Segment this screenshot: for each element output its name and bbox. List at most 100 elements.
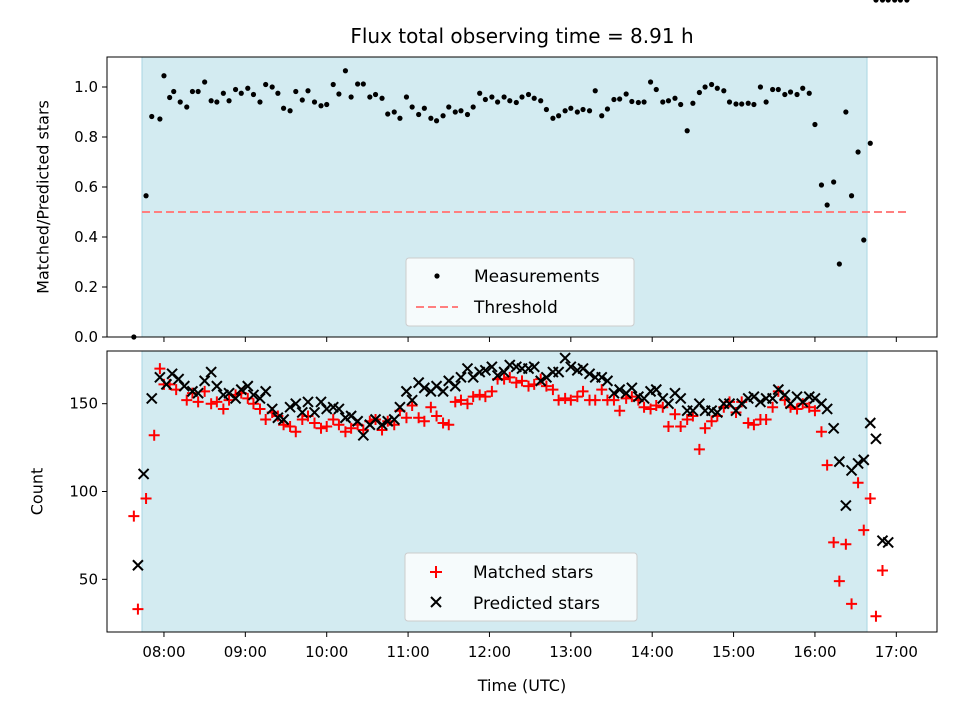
- predicted-star-point: [400, 385, 413, 398]
- measurement-point: [416, 111, 422, 118]
- predicted-star-point: [266, 403, 278, 415]
- measurement-point: [184, 104, 190, 110]
- legend-label-threshold: Threshold: [473, 298, 558, 318]
- matched-star-point: [846, 598, 858, 610]
- matched-star-point: [516, 375, 528, 387]
- matched-star-point: [449, 396, 461, 408]
- matched-star-point: [376, 424, 388, 436]
- predicted-star-point: [840, 499, 852, 512]
- measurement-point: [818, 182, 825, 188]
- matched-star-point: [504, 371, 516, 383]
- matched-star-point: [699, 422, 711, 434]
- measurement-point: [635, 99, 641, 106]
- measurement-point: [342, 68, 349, 74]
- y-tick-label: 1.0: [74, 78, 98, 96]
- measurement-point: [672, 95, 678, 101]
- measurement-point: [641, 99, 647, 105]
- measurement-point: [161, 73, 167, 79]
- measurement-point: [433, 118, 440, 124]
- x-tick-label: 13:00: [549, 643, 592, 661]
- x-tick-label: 16:00: [793, 643, 836, 661]
- predicted-star-point: [858, 454, 870, 466]
- measurement-point: [477, 90, 483, 96]
- matched-star-point: [181, 394, 193, 406]
- predicted-star-point: [559, 352, 571, 364]
- matched-star-point: [284, 421, 296, 433]
- matched-star-point: [650, 399, 662, 411]
- x-tick-label: 09:00: [224, 643, 267, 661]
- measurement-point: [513, 99, 519, 106]
- measurement-point: [403, 94, 410, 100]
- ratio-x-ticks: [163, 337, 897, 342]
- measurement-point: [464, 111, 471, 118]
- matched-star-point: [821, 459, 833, 471]
- measurement-point: [428, 115, 434, 121]
- matched-star-point: [779, 394, 791, 406]
- measurement-point: [745, 100, 751, 106]
- matched-star-point: [876, 565, 888, 577]
- legend-label-matched: Matched stars: [473, 563, 593, 583]
- predicted-star-point: [406, 394, 418, 406]
- matched-star-point: [553, 394, 565, 406]
- x-tick-label: 08:00: [142, 643, 185, 661]
- measurement-point: [305, 88, 311, 94]
- measurement-point: [733, 101, 739, 107]
- matched-star-point: [547, 384, 559, 396]
- y-tick-label: 0.6: [74, 178, 98, 196]
- predicted-star-point: [491, 369, 504, 382]
- measurement-point: [806, 90, 812, 96]
- matched-star-point: [791, 403, 803, 415]
- matched-star-point: [620, 392, 632, 404]
- predicted-star-point: [146, 392, 158, 405]
- measurement-point: [269, 84, 275, 90]
- measurement-point: [238, 90, 244, 96]
- measurement-point: [440, 113, 446, 119]
- matched-star-point: [858, 524, 870, 536]
- legend-marker-matched: [430, 566, 442, 578]
- measurement-point: [470, 104, 476, 110]
- measurement-point: [855, 149, 861, 155]
- y-tick-label: 0.2: [74, 278, 98, 296]
- predicted-star-point: [864, 417, 876, 429]
- matched-star-point: [803, 401, 815, 413]
- matched-star-point: [840, 538, 852, 550]
- predicted-star-point: [259, 385, 272, 398]
- measurement-point: [324, 101, 330, 108]
- matched-star-point: [645, 403, 657, 415]
- matched-stars-points: [128, 363, 888, 622]
- measurement-point: [708, 81, 715, 88]
- matched-star-point: [315, 422, 327, 434]
- predicted-star-point: [284, 401, 296, 413]
- measurement-point: [250, 91, 257, 98]
- predicted-star-point: [583, 368, 596, 380]
- predicted-star-point: [235, 383, 247, 396]
- predicted-star-point: [882, 536, 894, 549]
- predicted-star-point: [277, 413, 290, 426]
- predicted-star-point: [608, 387, 620, 399]
- matched-star-point: [638, 401, 650, 413]
- measurement-point: [586, 108, 593, 114]
- predicted-star-point: [198, 375, 211, 387]
- matched-star-point: [132, 603, 144, 615]
- measurement-point: [726, 99, 733, 105]
- measurement-point: [275, 90, 281, 96]
- predicted-star-point: [137, 468, 150, 480]
- matched-star-point: [864, 493, 876, 505]
- ratio-plot-frame: [106, 56, 938, 338]
- predicted-star-point: [394, 401, 406, 413]
- measurement-point: [604, 106, 611, 112]
- predicted-star-point: [601, 375, 614, 387]
- y-tick-label: 100: [69, 483, 98, 501]
- predicted-star-point: [552, 366, 565, 378]
- measurement-point: [538, 98, 544, 104]
- x-tick-label: 11:00: [386, 643, 429, 661]
- matched-star-point: [706, 415, 718, 427]
- measurement-point: [293, 88, 299, 95]
- measurement-point: [678, 101, 684, 108]
- measurement-point: [580, 106, 586, 113]
- y-tick-label: 50: [79, 570, 98, 588]
- measurement-point: [543, 106, 550, 113]
- measurement-point: [843, 109, 849, 115]
- matched-star-point: [192, 396, 204, 408]
